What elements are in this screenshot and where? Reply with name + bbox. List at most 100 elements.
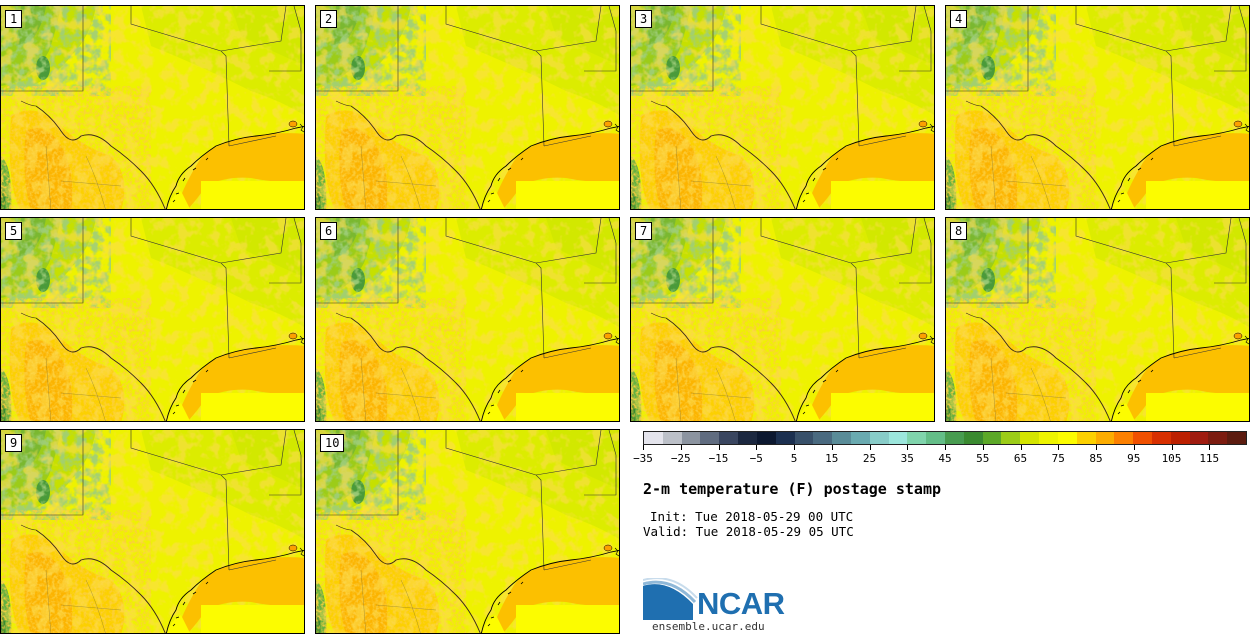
colorbar-cell [775,432,795,444]
map-image [1,430,304,633]
map-image [316,218,619,421]
colorbar-tick-label: 25 [862,452,877,465]
map-image [316,430,619,633]
colorbar-cell [982,432,1002,444]
colorbar-tick-label: 55 [976,452,990,465]
member-label: 5 [5,222,23,240]
colorbar-cell [907,432,927,444]
colorbar-cell [1133,432,1152,444]
colorbar-tick-label: −15 [708,452,729,465]
colorbar-tick-label: 95 [1127,452,1141,465]
colorbar-cell [1170,432,1190,444]
ncar-logo-icon [643,578,698,620]
colorbar-tick-label: 115 [1199,452,1220,465]
member-label: 4 [950,10,968,28]
colorbar-cell [1095,432,1115,444]
ncar-logo-text: NCAR [697,586,785,621]
colorbar-cell [869,432,889,444]
colorbar-cell [681,432,701,444]
colorbar-cell [850,432,870,444]
colorbar-tick [794,445,795,450]
member-label: 7 [635,222,653,240]
map-member-3: 3 [630,5,935,210]
map-image [1,6,304,209]
colorbar-cell [719,432,739,444]
colorbar-cell [1151,432,1171,444]
colorbar-tick-label: 75 [1051,452,1065,465]
colorbar-tick-label: −5 [749,452,763,465]
colorbar-tick [1171,445,1173,450]
map-image [631,6,934,209]
colorbar-cell [1039,432,1058,444]
valid-time: Valid: Tue 2018-05-29 05 UTC [643,524,854,539]
init-time: Init: Tue 2018-05-29 00 UTC [650,509,854,524]
colorbar-tick [982,445,984,450]
colorbar-cell [1076,432,1096,444]
map-member-1: 1 [0,5,305,210]
colorbar-tick-label: −35 [633,452,653,465]
colorbar-tick [945,445,946,450]
colorbar-tick-label: 35 [900,452,914,465]
map-image [316,6,619,209]
colorbar-tick [643,445,644,450]
colorbar-tick-label: 105 [1161,452,1182,465]
map-member-7: 7 [630,217,935,422]
colorbar-tick [907,445,909,450]
colorbar-cell [1114,432,1134,444]
colorbar-tick-label: 5 [790,452,798,465]
colorbar-cell [888,432,908,444]
colorbar-tick [1133,445,1135,450]
map-member-10: 10 [315,429,620,634]
map-image [631,218,934,421]
map-image [1,218,304,421]
colorbar-cell [945,432,964,444]
colorbar-cell [794,432,814,444]
colorbar-tick-label: 45 [938,452,952,465]
map-member-6: 6 [315,217,620,422]
colorbar-tick [869,445,871,450]
colorbar-tick [1209,445,1211,450]
temperature-colorbar [643,431,1247,445]
colorbar-cell [1020,432,1040,444]
map-member-5: 5 [0,217,305,422]
colorbar-tick [1096,445,1097,450]
colorbar-tick-labels: −35 −25 −15 −5 5 15 25 35 45 55 65 75 85 95 105 115 [633,445,1247,465]
member-label: 3 [635,10,653,28]
map-member-4: 4 [945,5,1250,210]
colorbar-cell [1208,432,1228,444]
colorbar-tick-label: −25 [670,452,691,465]
site-url: ensemble.ucar.edu [652,620,765,633]
colorbar-tick-label: 15 [825,452,839,465]
colorbar-cell [700,432,720,444]
map-image [946,218,1249,421]
colorbar-cell [832,432,851,444]
colorbar-tick [1058,445,1060,450]
colorbar-cell [644,432,663,444]
colorbar-cell [756,432,776,444]
colorbar-cell [1227,432,1246,444]
colorbar-tick [756,445,758,450]
map-member-9: 9 [0,429,305,634]
colorbar-cell [662,432,682,444]
member-label: 9 [5,434,23,452]
colorbar-tick-label: 85 [1089,452,1103,465]
member-label: 2 [320,10,338,28]
member-label: 6 [320,222,338,240]
product-title: 2-m temperature (F) postage stamp [643,480,942,498]
colorbar-cell [738,432,757,444]
map-image [946,6,1249,209]
member-label: 10 [320,434,345,452]
colorbar-tick [1020,445,1022,450]
colorbar-cell [926,432,945,444]
map-member-8: 8 [945,217,1250,422]
colorbar-tick [718,445,720,450]
colorbar-cell [813,432,833,444]
member-label: 1 [5,10,23,28]
colorbar-tick [680,445,682,450]
colorbar-cell [1189,432,1209,444]
colorbar-tick-label: 65 [1013,452,1028,465]
colorbar-cell [1057,432,1077,444]
colorbar-cell [1001,432,1021,444]
map-member-2: 2 [315,5,620,210]
member-label: 8 [950,222,968,240]
